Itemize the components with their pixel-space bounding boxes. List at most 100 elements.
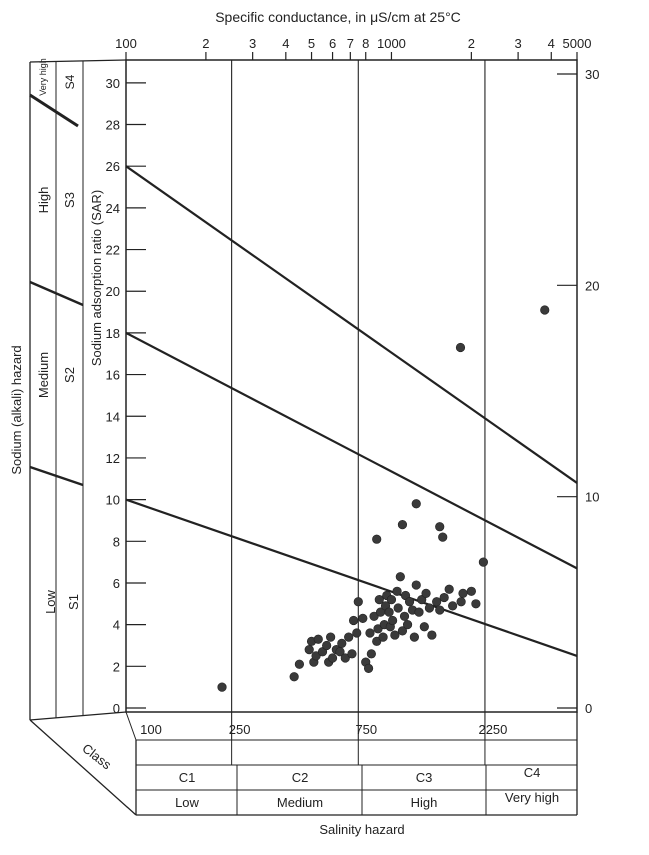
sample-point	[478, 557, 488, 567]
left-tick-label: 26	[106, 159, 120, 174]
top-tick-label: 100	[115, 36, 137, 51]
plot-frame	[125, 59, 578, 713]
s3-name: High	[36, 187, 51, 214]
sample-point	[397, 626, 408, 636]
sample-point	[427, 630, 437, 640]
top-tick-label: 1000	[377, 36, 406, 51]
c2-code: C2	[292, 770, 309, 785]
sample-point	[386, 595, 397, 605]
sample-point	[340, 653, 350, 663]
s2-code: S2	[62, 367, 77, 383]
left-tick-label: 18	[106, 326, 120, 341]
sample-point	[363, 663, 374, 674]
sample-point	[390, 630, 400, 640]
sample-point	[352, 628, 362, 638]
top-tick-label: 4	[548, 36, 555, 51]
bottom-boundary-label: 250	[229, 722, 251, 737]
left-tick-label: 28	[106, 118, 120, 133]
salinity-hazard-panel	[29, 711, 578, 816]
c3-name: High	[411, 795, 438, 810]
left-tick-label: 16	[106, 368, 120, 383]
sample-point	[378, 632, 388, 642]
top-tick-label: 5000	[563, 36, 592, 51]
c2-name: Medium	[277, 795, 323, 810]
sample-point	[384, 607, 394, 617]
top-tick-label: 8	[362, 36, 369, 51]
left-tick-label: 20	[106, 284, 120, 299]
sample-point	[448, 601, 458, 611]
left-tick-label: 4	[113, 618, 120, 633]
sodium-hazard-line	[125, 498, 578, 657]
left-tick-label: 30	[106, 76, 120, 91]
bottom-label-layer: 100 250 750 2250	[140, 722, 507, 737]
sample-point	[455, 342, 466, 353]
sample-point	[411, 580, 421, 590]
sample-point	[399, 611, 410, 621]
right-tick-label: 30	[585, 67, 599, 82]
sodium-hazard-line-layer	[125, 165, 578, 657]
sample-point	[397, 520, 408, 530]
left-tick-label: 22	[106, 243, 120, 258]
sample-point	[294, 659, 304, 669]
sample-point	[311, 651, 321, 661]
sample-point	[419, 622, 429, 632]
sample-point	[411, 499, 421, 509]
sample-point	[424, 603, 435, 613]
sample-point	[366, 649, 376, 659]
sample-point	[372, 636, 382, 646]
sample-point	[344, 632, 354, 642]
sample-point	[458, 588, 468, 598]
s1-code: S1	[66, 594, 81, 610]
sodium-hazard-line	[125, 331, 578, 570]
sample-point	[388, 615, 398, 626]
sample-point	[327, 653, 338, 663]
top-axis-title: Specific conductance, in μS/cm at 25°C	[215, 9, 461, 25]
left-tick-label: 2	[113, 659, 120, 674]
sample-point	[414, 607, 424, 617]
sample-point	[444, 584, 454, 594]
sample-point	[540, 305, 550, 315]
c1-code: C1	[179, 770, 196, 785]
c3-code: C3	[416, 770, 433, 785]
top-tick-label: 2	[202, 36, 209, 51]
right-tick-label: 10	[585, 490, 599, 505]
left-tick-label: 10	[106, 493, 120, 508]
top-tick-label: 3	[514, 36, 521, 51]
sample-point	[358, 613, 368, 623]
sample-point	[313, 634, 323, 644]
c1-name: Low	[175, 795, 199, 810]
sample-point	[374, 595, 384, 605]
left-tick-label: 24	[106, 201, 120, 216]
s4-code: S4	[63, 74, 77, 89]
sample-point	[217, 682, 227, 692]
sodium-hazard-axis-title: Sodium (alkali) hazard	[9, 345, 24, 474]
top-tick-label: 5	[308, 36, 315, 51]
top-tick-label: 6	[329, 36, 336, 51]
sample-point	[353, 597, 363, 607]
left-tick-label: 0	[113, 701, 120, 716]
right-tick-layer: 0 10 20 30	[557, 67, 599, 716]
sample-point	[392, 586, 402, 596]
top-tick-label: 4	[282, 36, 289, 51]
sample-point	[404, 597, 415, 607]
sample-point	[435, 605, 445, 615]
top-tick-label: 7	[347, 36, 354, 51]
sodium-hazard-panel	[29, 59, 127, 721]
bottom-boundary-label: 750	[355, 722, 377, 737]
sample-point	[402, 620, 413, 630]
top-tick-label: 3	[249, 36, 256, 51]
top-tick-label: 2	[468, 36, 475, 51]
sample-point	[365, 628, 375, 638]
sample-point	[432, 597, 442, 607]
s1-name: Low	[43, 589, 58, 613]
sample-point	[439, 592, 449, 603]
sample-point	[337, 638, 347, 649]
bottom-boundary-label: 2250	[478, 722, 507, 737]
top-tick-layer: 100 2 3 4 5 6 7 8 1000 2 3 4 5000	[115, 36, 591, 60]
left-tick-label: 8	[113, 534, 120, 549]
left-tick-label: 12	[106, 451, 120, 466]
sample-point	[373, 624, 383, 634]
salinity-hazard-title: Salinity hazard	[319, 822, 404, 837]
